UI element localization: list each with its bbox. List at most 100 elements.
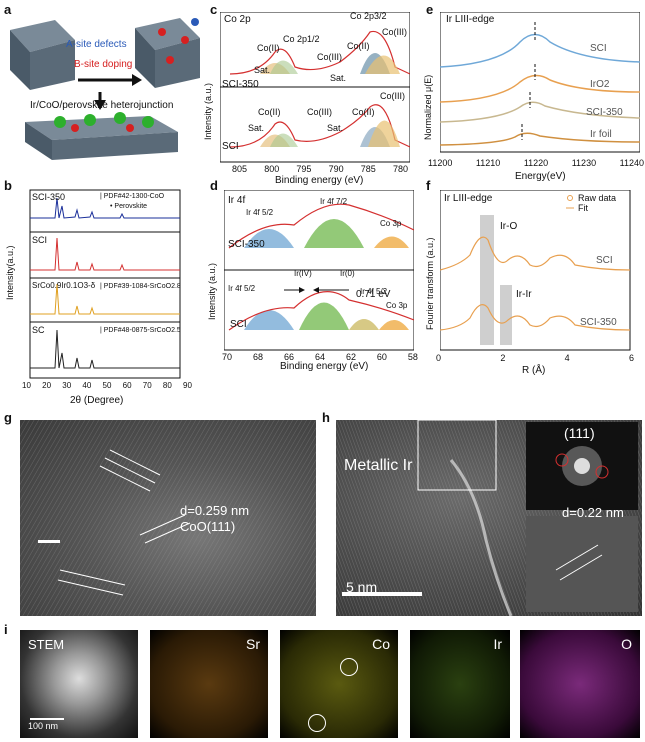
f-xticks: 0 2 4 6 (436, 353, 634, 363)
panel-b-letter: b (4, 178, 12, 193)
f-legend-raw: Raw data (578, 193, 617, 203)
panel-h-letter: h (322, 410, 330, 425)
c-xtick: 805 (232, 164, 248, 174)
c-bottom-name: SCI (222, 141, 239, 152)
trace-srcoir (30, 283, 180, 315)
e-xticks: 11200 11210 11220 11230 11240 (428, 158, 644, 168)
c-top-label-co2p12: Co 2p1/2 (283, 34, 320, 44)
d-bottom-label-ir4f52-b: Ir 4f 5/2 (360, 287, 388, 296)
i-co-highlight (308, 714, 326, 732)
d-ylabel: Intensity (a.u.) (207, 262, 217, 320)
c-top-label-coii-2: Co(II) (347, 41, 370, 51)
b-trace-sci-350-note2: • Perovskite (110, 203, 148, 210)
b-xtick: 10 (22, 381, 31, 390)
c-ylabel: Intensity (a.u.) (203, 82, 213, 140)
panel-f-letter: f (426, 178, 431, 193)
e-ylabel: Normalized μ(E) (423, 74, 433, 140)
c-top-label-coiii-1: Co(III) (317, 52, 343, 62)
f-xtick: 6 (628, 353, 634, 363)
panel-e-letter: e (426, 2, 434, 17)
b-xtick: 70 (142, 381, 152, 390)
d-top-label-ir4f72: Ir 4f 7/2 (320, 197, 348, 206)
b-xtick: 60 (122, 381, 132, 390)
b-trace-srcoir-name: SrCo0.9Ir0.1O3-δ (32, 281, 96, 290)
d-xtick: 70 (222, 352, 233, 362)
f-legend-fit: Fit (578, 203, 588, 213)
panel-i-stem-image: STEM 100 nm (20, 630, 138, 738)
f-xtick: 4 (564, 353, 570, 363)
i-co-label: Co (372, 636, 390, 652)
panel-i-co-map: Co (280, 630, 398, 738)
e-trace-sci350-name: SCI-350 (586, 107, 623, 118)
c-top-label-coiii-2: Co(III) (382, 27, 408, 37)
f-trace-sci350: SCI-350 (580, 317, 617, 328)
e-trace-sci-name: SCI (590, 43, 607, 54)
panel-b-xrd-chart (29, 189, 181, 379)
panel-a-letter: a (4, 2, 12, 17)
c-top-label-sat-2: Sat. (330, 73, 347, 83)
h-scale-label: 5 nm (346, 579, 378, 595)
f-trace-sci350-fit (440, 304, 631, 331)
c-bottom-label-coii-2: Co(II) (352, 107, 375, 117)
d-bottom-label-ir0: Ir(0) (340, 269, 355, 278)
d-title: Ir 4f (228, 195, 246, 206)
c-xtick: 780 (392, 164, 408, 174)
c-xtick: 800 (264, 164, 280, 174)
b-xtick: 90 (183, 381, 192, 390)
i-co-highlight (340, 658, 358, 676)
b-xtick: 30 (62, 381, 72, 390)
label-b-site-doping: B-site doping (74, 59, 133, 70)
b-xtick: 40 (82, 381, 92, 390)
trace-sci-350 (30, 197, 180, 219)
c-bottom-label-coiii-2: Co(III) (380, 91, 406, 101)
e-xtick: 11210 (475, 158, 501, 168)
b-xtick: 50 (102, 381, 112, 390)
d-xtick: 68 (252, 352, 263, 362)
b-trace-sci-350-name: SCI-350 (32, 192, 66, 202)
f-title: Ir LIII-edge (444, 193, 493, 204)
d-bottom-label-ir4f52: Ir 4f 5/2 (228, 284, 256, 293)
b-ylabel: Intensity(a.u.) (5, 245, 15, 300)
b-xtick: 20 (42, 381, 52, 390)
e-trace-irfoil (440, 132, 640, 146)
c-bottom-label-coiii-1: Co(III) (307, 107, 333, 117)
f-ylabel: Fourier transform (a.u.) (425, 237, 435, 330)
c-xticks: 805 800 795 790 785 780 (232, 164, 408, 174)
d-xticks: 70 68 66 64 62 60 58 (222, 352, 418, 362)
c-bottom-label-sat-2: Sat. (327, 123, 344, 133)
e-trace-iro2-name: IrO2 (590, 79, 610, 90)
d-xtick: 58 (407, 352, 418, 362)
d-shift-label: 0.71 eV (356, 289, 391, 300)
f-xlabel: R (Å) (522, 365, 546, 376)
panel-f-exafs-chart (440, 190, 631, 351)
i-scale-label: 100 nm (28, 721, 59, 731)
c-top-label-sat-1: Sat. (254, 65, 271, 75)
d-top-label-ir4f52: Ir 4f 5/2 (246, 208, 274, 217)
c-top-label-coii-1: Co(II) (257, 43, 280, 53)
c-xtick: 795 (296, 164, 312, 174)
e-trace-sci350 (440, 101, 640, 123)
label-heterojunction: Ir/CoO/perovskite heterojunction (30, 100, 174, 111)
d-top-name: SCI-350 (228, 239, 265, 250)
h-label-metallic-ir: Metallic Ir (344, 457, 413, 474)
heterojunction-slab (25, 112, 178, 160)
c-top-label-co2p32: Co 2p3/2 (350, 11, 387, 21)
i-o-label: O (621, 636, 632, 652)
b-xticks: 10 20 30 40 50 60 70 80 90 (22, 381, 192, 390)
f-trace-sci-fit (440, 236, 631, 271)
panel-i-o-map: O (520, 630, 640, 738)
f-trace-sci: SCI (596, 255, 613, 266)
panel-d-ir4f-chart (224, 190, 414, 351)
label-a-site-defects: A-site defects (66, 39, 127, 50)
d-top-label-co3p: Co 3p (380, 219, 402, 228)
c-xlabel: Binding energy (eV) (275, 175, 364, 186)
panel-c-co2p-chart (220, 12, 410, 163)
e-trace-sci (440, 33, 640, 68)
c-xtick: 790 (328, 164, 344, 174)
e-xtick: 11220 (523, 158, 549, 168)
e-xlabel: Energy(eV) (515, 171, 566, 182)
f-annotation-ir-ir: Ir-Ir (516, 289, 532, 300)
c-top-name: SCI-350 (222, 79, 259, 90)
panel-h-hrtem-image: Metallic Ir (111) d=0.22 nm 5 nm (336, 420, 642, 616)
c-title: Co 2p (224, 14, 251, 25)
